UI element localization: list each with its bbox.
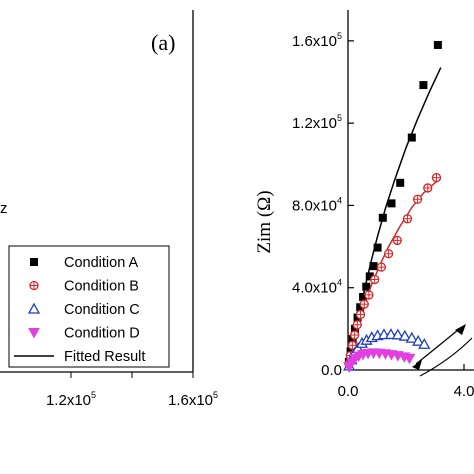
data-point-condition-a <box>362 282 371 291</box>
data-point-condition-a <box>387 199 396 208</box>
data-point-condition-a <box>356 303 365 312</box>
data-point-condition-b <box>412 194 423 204</box>
x-tick-label: 1.6x105 <box>168 390 218 409</box>
panel-a-x-ticks: 1.2x105 1.6x105 <box>46 390 218 409</box>
data-point-condition-c <box>398 329 411 341</box>
data-point-condition-a <box>373 243 382 252</box>
data-point-condition-b <box>370 274 380 285</box>
panel-b: Zim (Ω) 0.04.0x1048.0x1041.2x1051.6x105 … <box>254 10 474 400</box>
legend-label: Fitted Result <box>64 349 145 365</box>
data-point-condition-a <box>350 324 359 333</box>
annotation-curve <box>415 329 459 365</box>
data-point-condition-a <box>396 178 405 187</box>
x-tick-label: 0.0 <box>338 383 359 400</box>
y-tick-label: 0.0 <box>321 362 342 379</box>
arrowhead-icon <box>455 324 466 335</box>
data-point-condition-a <box>365 272 374 281</box>
data-point-condition-b <box>359 299 369 309</box>
y-tick-label: 1.2x105 <box>292 113 342 132</box>
data-point-condition-b <box>376 262 387 272</box>
data-point-condition-c <box>391 328 404 340</box>
data-point-condition-a <box>369 262 378 271</box>
arrowhead-icon <box>412 360 422 370</box>
annotation-arrows <box>412 324 473 377</box>
annotation-curve <box>419 337 473 377</box>
panel-a: (a) z 1.2x105 1.6x105 Condition AConditio… <box>0 10 218 409</box>
legend-marker-circle-cross <box>29 280 39 291</box>
y-ticks: 0.0 4.0x104 8.0x104 1.2x105 1.6x105 <box>292 31 354 379</box>
data-point-condition-c <box>384 328 398 340</box>
y-tick-label: 4.0x104 <box>292 278 342 297</box>
plot-area <box>343 40 442 373</box>
legend: Condition A Condition B Condition C Conditi… <box>8 245 170 368</box>
y-tick-label: 8.0x104 <box>292 195 342 214</box>
x-tick-label: 1.2x105 <box>46 390 96 409</box>
x-ticks: 0.0 4.0 <box>338 364 474 400</box>
data-point-condition-a <box>419 81 428 90</box>
data-point-condition-a <box>359 292 368 301</box>
data-point-condition-b <box>352 320 362 330</box>
data-point-condition-b <box>431 173 442 183</box>
panel-a-label: (a) <box>151 30 175 55</box>
data-point-condition-a <box>407 133 416 142</box>
legend-marker-triangle-down <box>28 328 40 339</box>
x-tick-label: 4.0 <box>454 383 474 400</box>
legend-entries: Condition A Condition B Condition C Conditi… <box>14 255 145 365</box>
data-point-condition-c <box>405 331 418 343</box>
legend-label: Condition C <box>64 302 140 318</box>
data-point-condition-d <box>403 353 416 365</box>
y-axis-label: Zim (Ω) <box>254 190 275 253</box>
data-point-condition-b <box>383 249 394 259</box>
data-point-condition-c <box>412 334 425 346</box>
data-point-condition-a <box>433 40 442 49</box>
data-point-condition-b <box>392 235 402 246</box>
legend-marker-square <box>30 258 38 266</box>
legend-label: Condition A <box>64 255 138 271</box>
legend-label: Condition D <box>64 326 140 342</box>
data-point-condition-c <box>418 337 431 349</box>
data-point-condition-b <box>423 183 433 193</box>
data-point-condition-b <box>364 290 374 300</box>
data-point-condition-a <box>378 213 387 222</box>
data-point-condition-b <box>402 214 413 224</box>
data-point-condition-b <box>350 330 360 340</box>
y-tick-label: 1.6x105 <box>292 31 342 50</box>
panel-a-partial-label: z <box>0 200 8 217</box>
data-point-condition-b <box>355 309 366 320</box>
legend-label: Condition B <box>64 279 139 295</box>
legend-marker-triangle-up <box>27 302 41 314</box>
